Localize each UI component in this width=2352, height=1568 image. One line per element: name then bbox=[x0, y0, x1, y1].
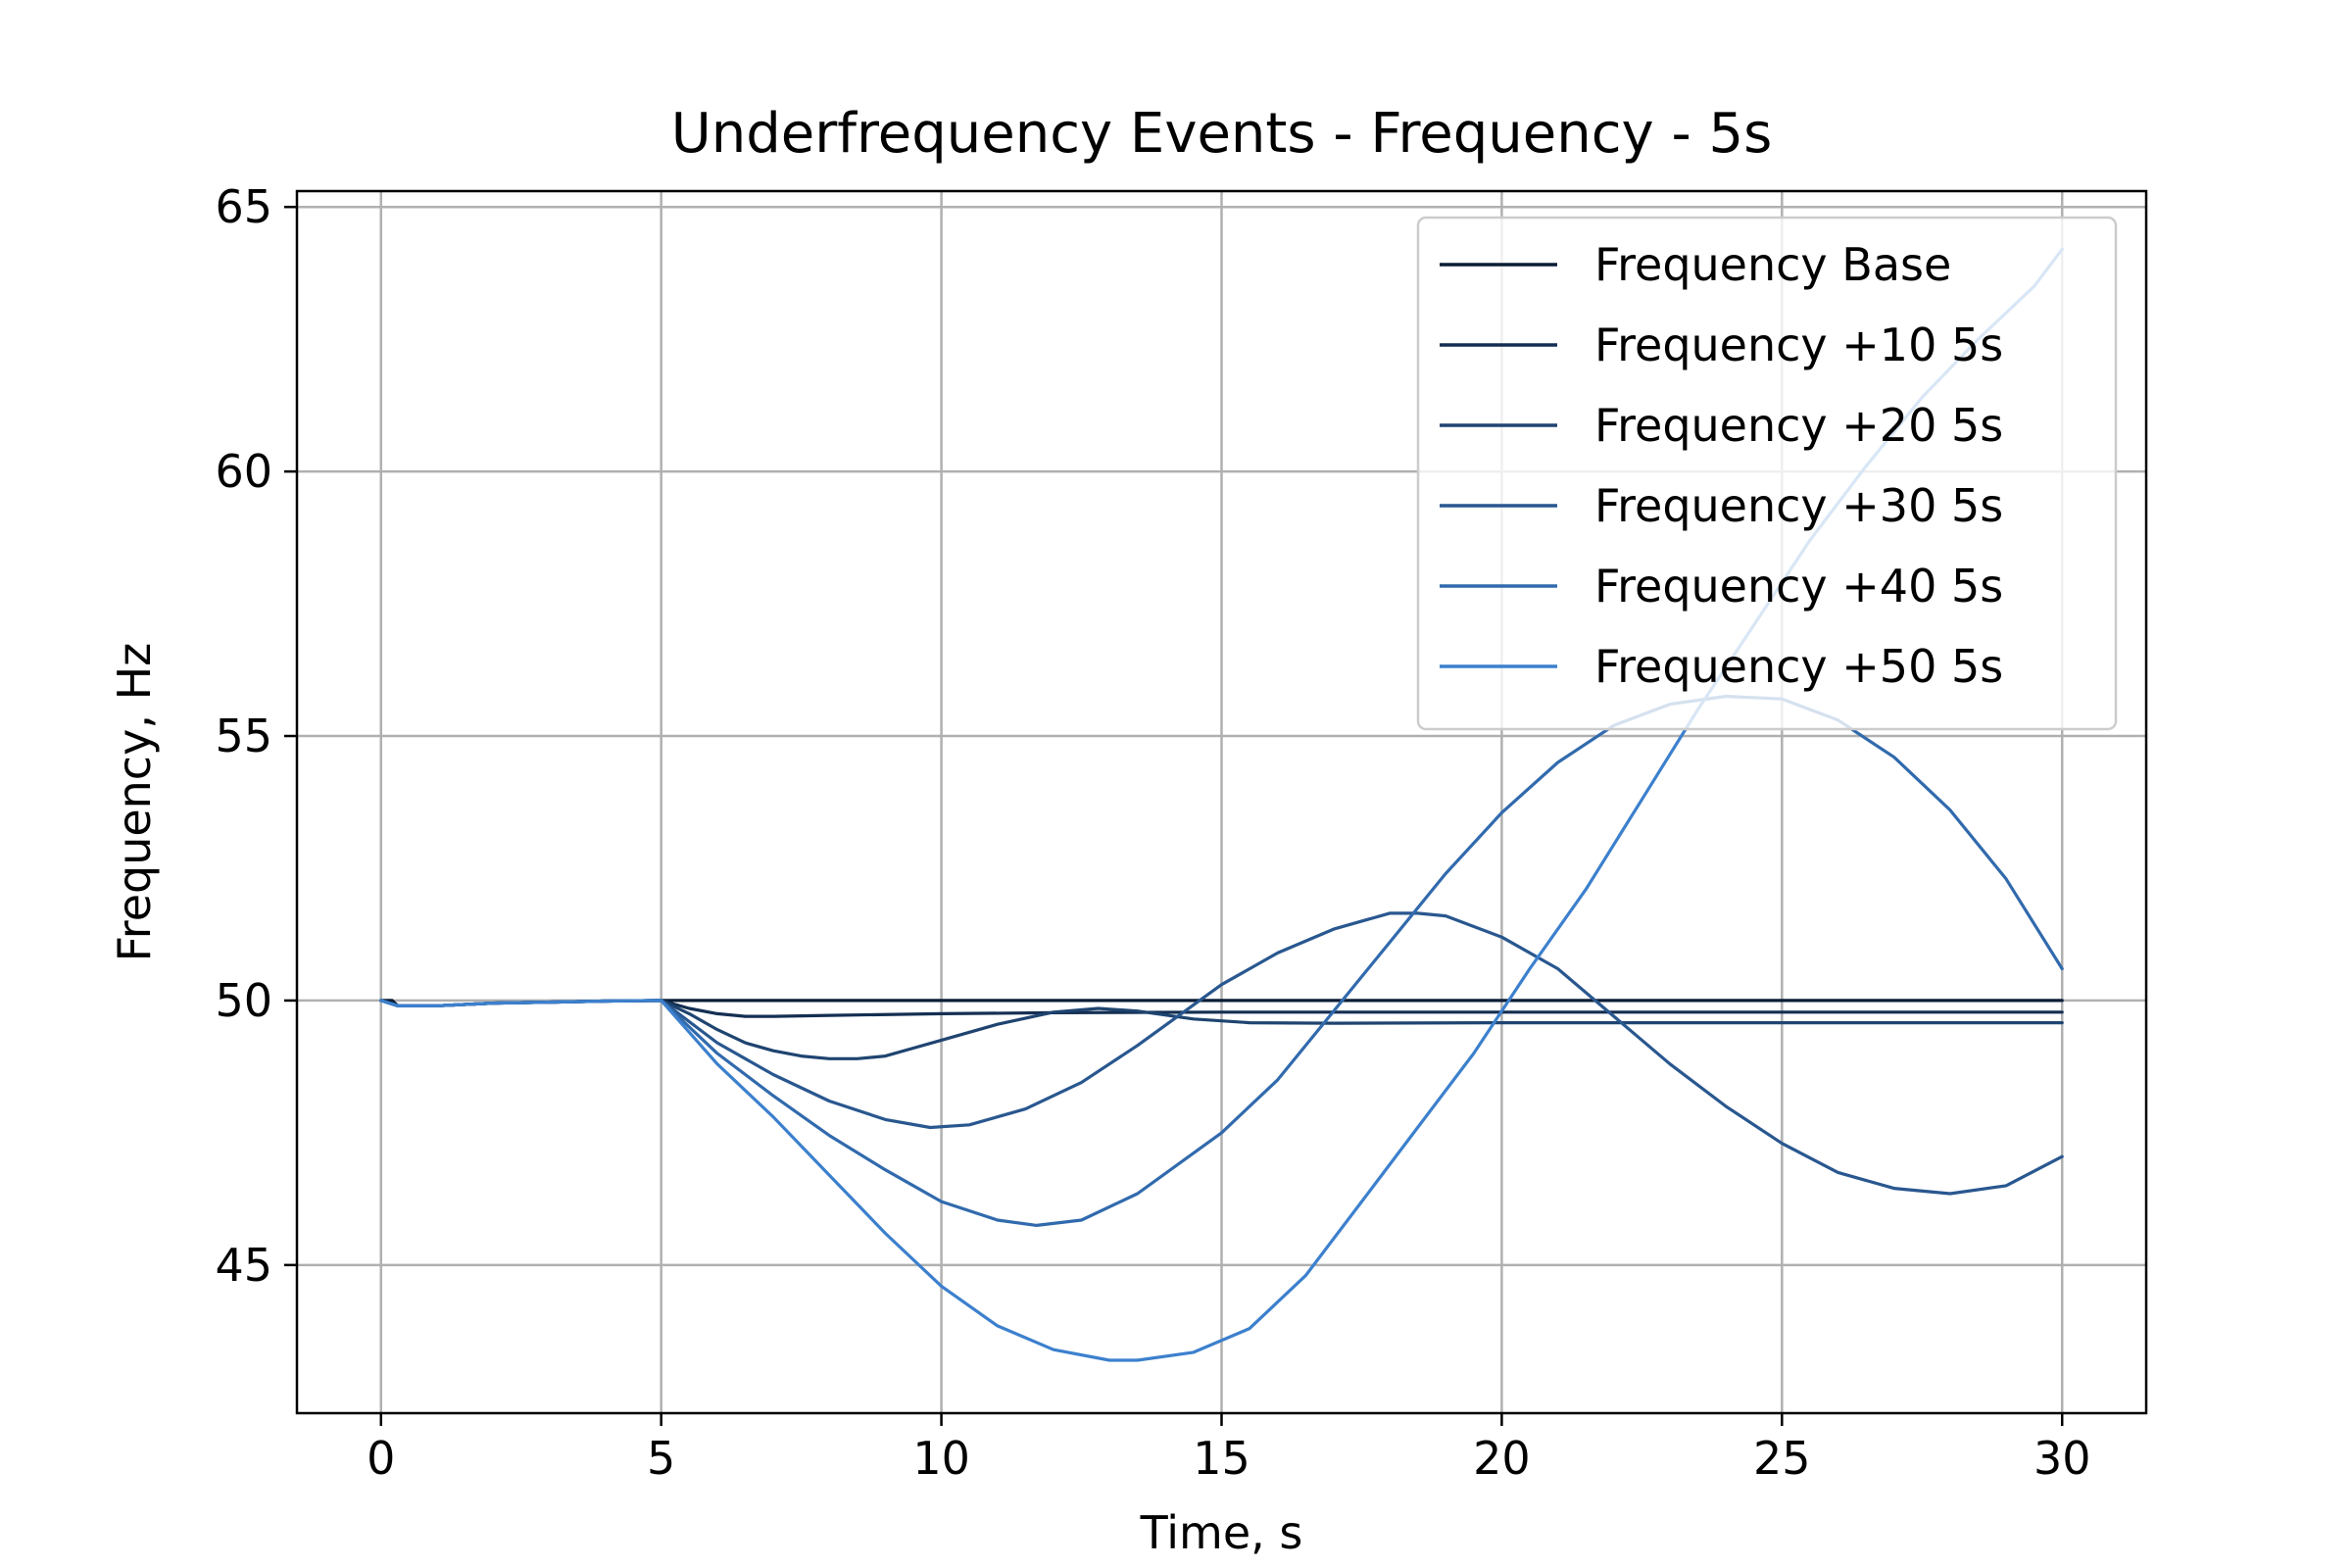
legend-label: Frequency +20 5s bbox=[1594, 399, 2003, 452]
x-tick-label: 0 bbox=[367, 1432, 395, 1485]
axis-ticks: 0 5 10 15 20 25 30 45 50 55 60 65 bbox=[215, 180, 2090, 1485]
x-tick-label: 5 bbox=[647, 1432, 675, 1485]
legend-label: Frequency +40 5s bbox=[1594, 560, 2003, 612]
x-tick-label: 25 bbox=[1753, 1432, 1811, 1485]
legend-box bbox=[1416, 216, 2118, 731]
x-tick-label: 10 bbox=[912, 1432, 970, 1485]
x-tick-label: 20 bbox=[1473, 1432, 1531, 1485]
legend: Frequency Base Frequency +10 5s Frequency … bbox=[1416, 216, 2118, 731]
chart-title: Underfrequency Events - Frequency - 5s bbox=[671, 102, 1773, 166]
y-axis-label: Frequency, Hz bbox=[108, 643, 161, 962]
y-tick-label: 55 bbox=[215, 710, 272, 762]
y-tick-label: 65 bbox=[215, 180, 272, 233]
legend-label: Frequency +50 5s bbox=[1594, 640, 2003, 693]
x-tick-label: 15 bbox=[1193, 1432, 1250, 1485]
legend-label: Frequency +30 5s bbox=[1594, 479, 2003, 532]
legend-label: Frequency Base bbox=[1594, 238, 1951, 291]
y-tick-label: 60 bbox=[215, 445, 272, 498]
x-tick-label: 30 bbox=[2034, 1432, 2091, 1485]
y-tick-label: 50 bbox=[215, 974, 272, 1027]
legend-label: Frequency +10 5s bbox=[1594, 318, 2003, 371]
y-tick-label: 45 bbox=[215, 1239, 272, 1292]
x-axis-label: Time, s bbox=[1140, 1506, 1303, 1559]
